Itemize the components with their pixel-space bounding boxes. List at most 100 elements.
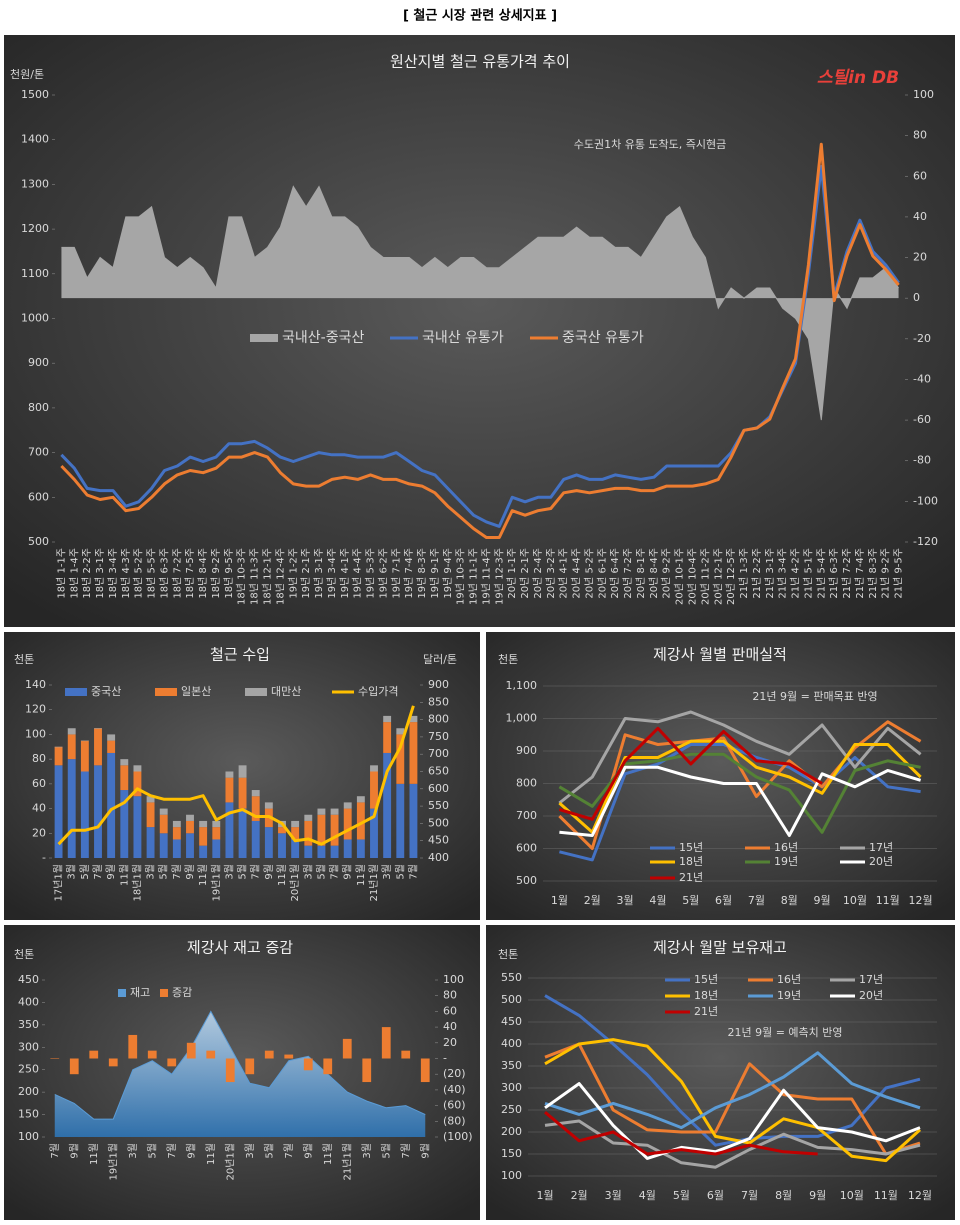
y2-tick-label: (80) [443,1114,466,1127]
bar [370,771,378,809]
x-tick-label: 10월 [843,894,867,907]
x-tick-label: 9월 [263,864,275,880]
y2-tick-label: -120 [913,535,938,548]
legend-label: 일본산 [181,684,211,698]
bar [67,734,76,760]
x-tick-label: 5월 [146,1143,158,1159]
y-tick-label: 1500 [21,88,49,101]
x-tick-label: 7월 [741,1189,758,1202]
bar [199,820,208,828]
y2-tick-label: 100 [443,973,464,986]
y2-tick-label: -80 [913,454,931,467]
y-tick-label: 60 [32,777,46,790]
x-tick-label: 19년1월 [210,864,222,902]
bar [67,759,76,858]
bar [147,1050,157,1059]
y-tick-label: 250 [18,1063,39,1076]
x-tick-label: 9월 [105,864,117,880]
y-tick-label: 1,100 [506,679,538,692]
x-tick-label: 19년 2-1주 [300,548,312,599]
x-tick-label: 20년 9-2주 [661,548,673,599]
legend-swatch [245,688,267,696]
bar [133,796,142,858]
x-tick-label: 20년 7-2주 [622,548,634,599]
line [559,765,922,837]
x-tick-label: 19년 8-3주 [416,548,428,599]
x-tick-label: 21년1월 [368,864,380,902]
bar [80,740,89,742]
x-tick-label: 3월 [302,864,314,880]
area-fill [61,186,899,421]
x-tick-label: 17년1월 [53,864,65,902]
x-tick-label: 19년 5-3주 [365,548,377,599]
bar [370,765,378,772]
x-tick-label: 18년 9-5주 [223,548,235,599]
x-tick-label: 11월 [197,864,209,886]
x-tick-label: 19년 11-4주 [480,548,492,605]
x-tick-label: 3월 [605,1189,622,1202]
bar [264,802,273,809]
bar [383,722,392,753]
x-tick-label: 18년 5-2주 [133,548,145,599]
x-tick-label: 7월 [250,864,262,880]
bar [94,728,102,766]
legend-label: 16년 [777,973,801,986]
x-tick-label: 20년1월 [224,1143,236,1181]
x-tick-label: 3월 [66,864,78,880]
bar [401,1050,411,1059]
x-tick-label: 19년 1-2주 [287,548,299,599]
y2-tick-label: 80 [443,989,457,1002]
x-tick-label: 21년 2-2주 [751,548,763,599]
bar [343,802,352,809]
x-tick-label: 3월 [244,1143,256,1159]
x-tick-label: 21년 9-2주 [880,548,892,599]
y-tick-label: 400 [501,1037,522,1050]
panel-bg [486,632,955,920]
y-tick-label: 150 [18,1108,39,1121]
bar [245,1058,255,1075]
y2-tick-label: - [443,1052,447,1065]
x-tick-label: 18년 1-1주 [55,548,67,599]
x-tick-label: 20년 2-1주 [519,548,531,599]
y-tick-label: 900 [516,744,537,757]
y-tick-label: 20 [32,826,46,839]
bar [381,1027,391,1059]
x-tick-label: 20년 4-4주 [571,548,583,599]
x-tick-label: 18년 2-2주 [81,548,93,599]
y-tick-label: 350 [501,1059,522,1072]
x-tick-label: 11월 [874,1189,898,1202]
y-tick-label: 100 [25,727,46,740]
legend-label: 18년 [679,855,703,868]
bar [186,814,194,821]
bar [238,808,247,858]
y2-tick-label: 20 [913,251,927,264]
y-tick-label: 550 [501,971,522,984]
y2-tick-label: 650 [428,765,449,778]
bar [238,777,247,809]
x-tick-label: 11월 [355,864,367,886]
legend-label: 20년 [869,855,893,868]
annotation: 21년 9월 = 예측치 반영 [727,1026,842,1039]
x-tick-label: 18년 4-3주 [120,548,132,599]
x-tick-label: 11월 [876,894,900,907]
bar [409,715,418,723]
line [544,1119,921,1169]
x-tick-label: 3월 [127,1143,139,1159]
bar [186,1042,196,1059]
x-tick-label: 12월 [909,894,933,907]
chart-panel: 제강사 월별 판매실적 천톤 21년 9월 = 판매목표 반영 500 600 700 80… [486,632,955,920]
x-tick-label: 6월 [707,1189,724,1202]
x-tick-label: 18년 7-5주 [184,548,196,599]
x-tick-label: 7월 [166,1143,178,1159]
legend-label: 21년 [679,871,703,884]
x-tick-label: 21년1월 [341,1143,353,1181]
x-tick-label: 18년 12-1주 [262,548,274,605]
legend-label: 중국산 유통가 [562,330,644,346]
x-tick-label: 19년 10-3주 [455,548,467,605]
annotation: 수도권1차 유통 도착도, 즉시현금 [574,138,727,151]
y2-tick-label: 100 [913,88,934,101]
y-tick-label: 450 [501,1015,522,1028]
x-tick-label: 18년 9-2주 [210,548,222,599]
x-tick-label: 18년 11-3주 [249,548,261,605]
